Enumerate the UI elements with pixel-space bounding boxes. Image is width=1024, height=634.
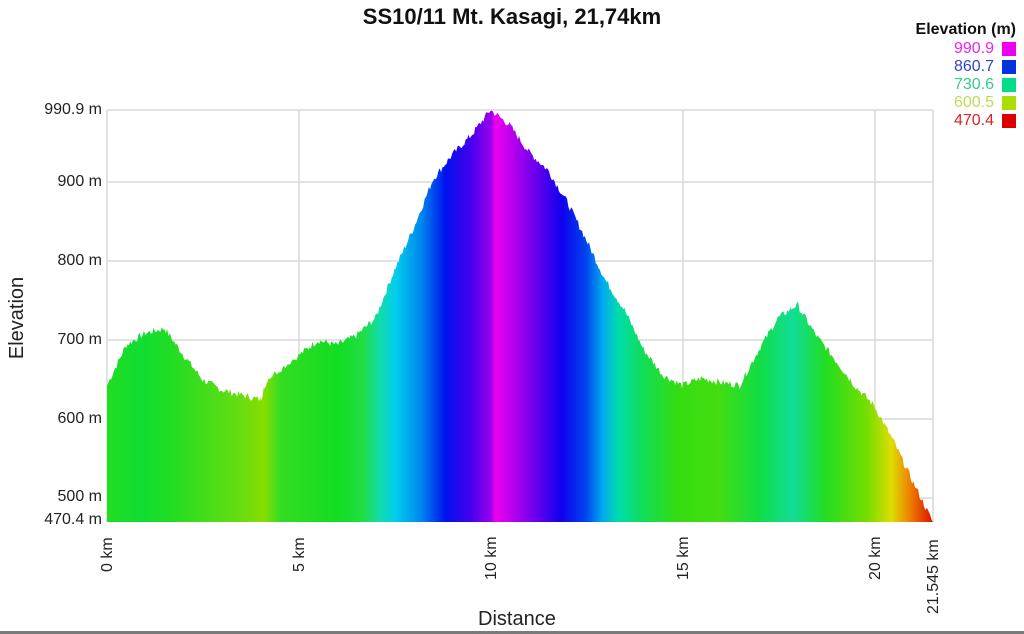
y-tick: 900 m [57, 173, 102, 190]
x-tick: 21.545 km [925, 539, 942, 614]
legend-label: 860.7 [953, 58, 994, 75]
legend-swatch [1002, 78, 1016, 92]
y-axis-label: Elevation [6, 276, 28, 360]
legend-label: 600.5 [953, 94, 994, 111]
y-tick: 700 m [57, 331, 102, 348]
legend-label: 990.9 [953, 40, 994, 57]
x-tick: 15 km [675, 536, 692, 580]
legend-entry: 600.5 [916, 94, 1016, 112]
y-tick: 800 m [57, 252, 102, 269]
chart-title: SS10/11 Mt. Kasagi, 21,74km [362, 4, 662, 29]
y-tick: 500 m [57, 488, 102, 505]
legend-entry: 860.7 [916, 58, 1016, 76]
y-tick: 990.9 m [44, 101, 102, 118]
x-tick: 20 km [867, 536, 884, 580]
legend: Elevation (m) 990.9 860.7 730.6 600.5 47… [916, 20, 1016, 130]
legend-title: Elevation (m) [915, 21, 1016, 38]
legend-swatch [1002, 60, 1016, 74]
legend-swatch [1002, 114, 1016, 128]
elevation-profile-area [107, 110, 933, 523]
legend-entry: 990.9 [916, 40, 1016, 58]
y-tick: 470.4 m [44, 511, 102, 528]
legend-label: 730.6 [953, 76, 994, 93]
y-tick: 600 m [57, 410, 102, 427]
x-axis-label: Distance [478, 608, 556, 630]
x-tick: 0 km [99, 537, 116, 572]
x-tick: 10 km [483, 536, 500, 580]
legend-entry: 470.4 [916, 112, 1016, 130]
legend-swatch [1002, 96, 1016, 110]
legend-entry: 730.6 [916, 76, 1016, 94]
bottom-border [0, 631, 1024, 634]
x-tick: 5 km [291, 537, 308, 572]
legend-swatch [1002, 42, 1016, 56]
legend-label: 470.4 [953, 112, 994, 129]
